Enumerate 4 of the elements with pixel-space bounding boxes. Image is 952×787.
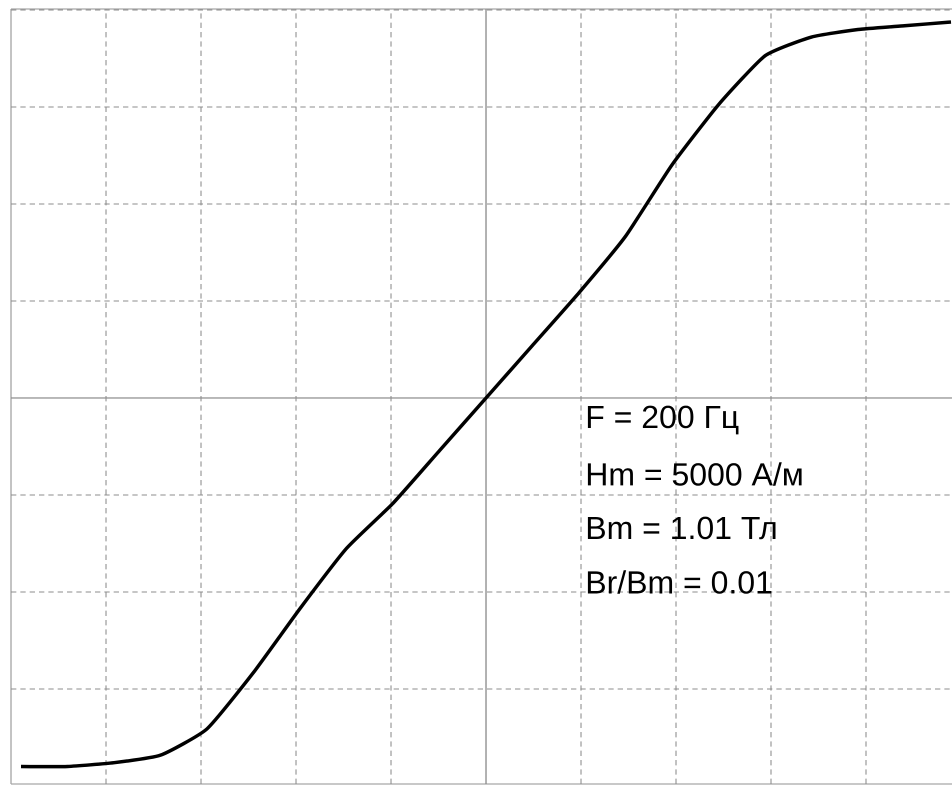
annotation: Bm = 1.01 Тл: [588, 516, 776, 540]
annotation: Br/Bm = 0.01: [588, 570, 772, 594]
annotation: Hm = 5000 А/м: [588, 462, 802, 486]
annotation: F = 200 Гц: [588, 406, 738, 434]
